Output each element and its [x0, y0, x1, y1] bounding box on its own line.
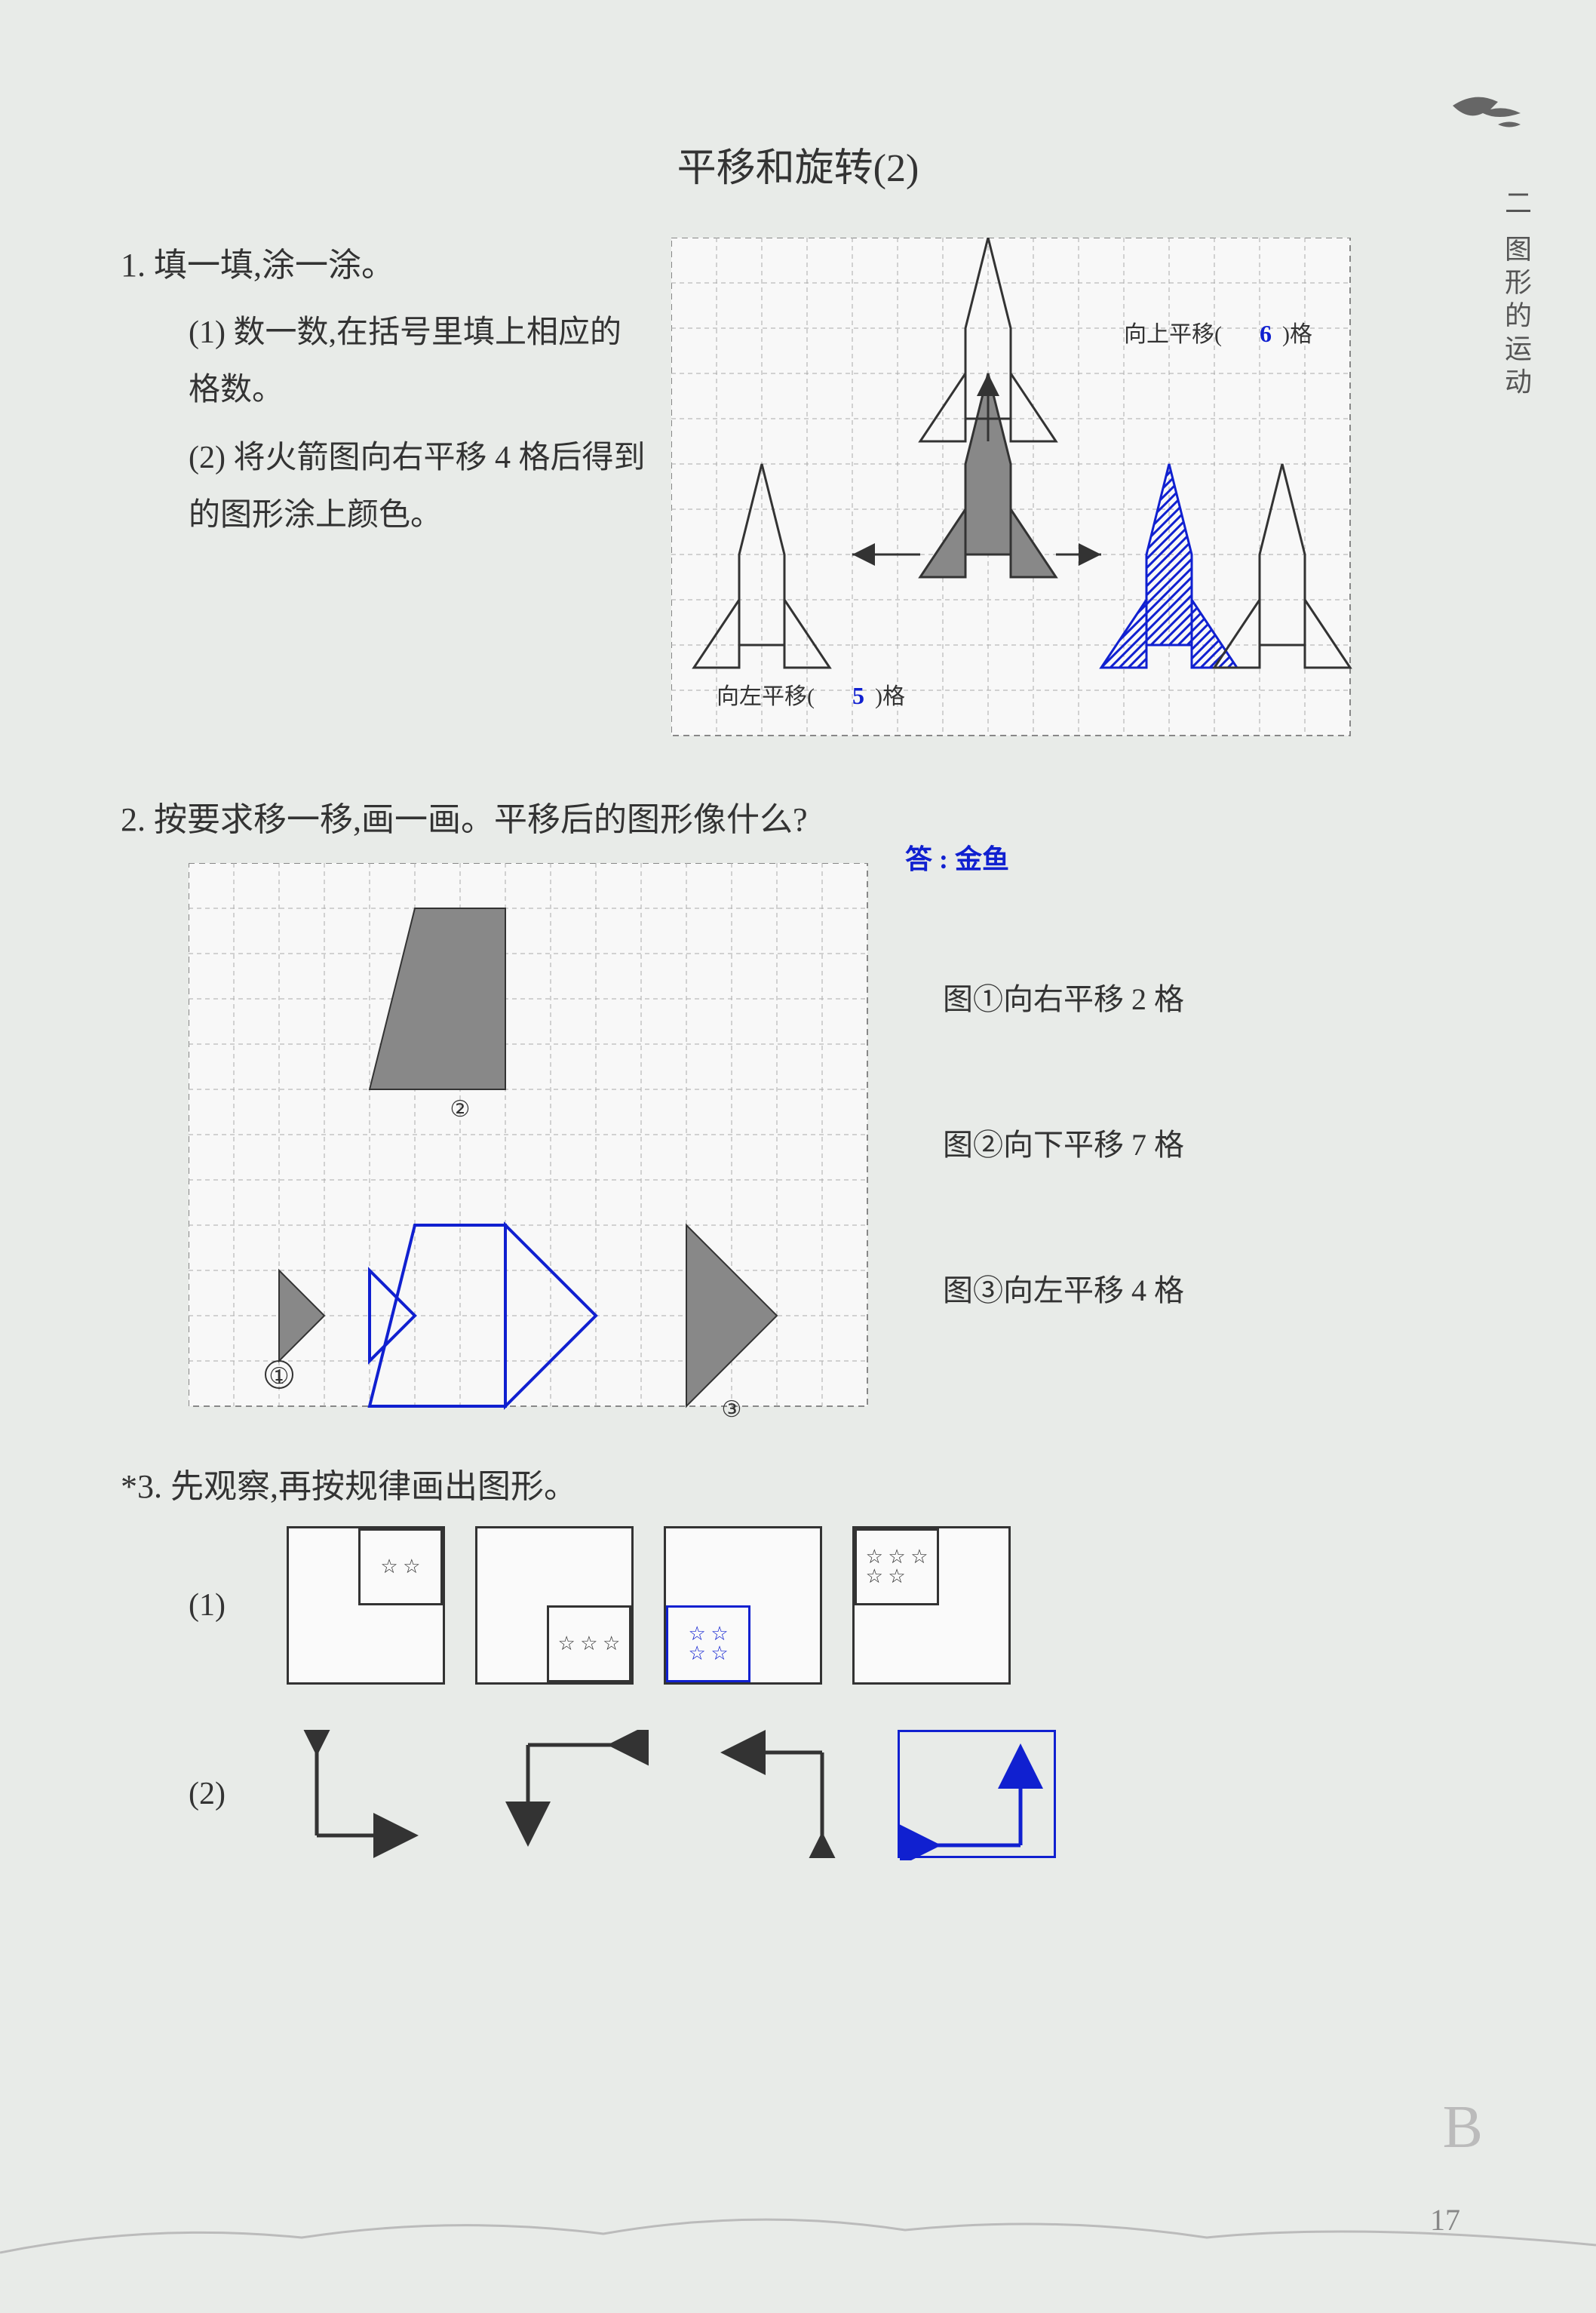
problem-1: 1. 填一填,涂一涂。 (1) 数一数,在括号里填上相应的格数。 (2) 将火箭… — [121, 238, 1475, 754]
svg-text:向左平移(: 向左平移( — [717, 684, 815, 709]
pattern-box-1: ☆ ☆ — [287, 1526, 445, 1685]
problem-3-row-1: (1) ☆ ☆☆ ☆ ☆☆ ☆☆ ☆☆ ☆ ☆☆ ☆ — [189, 1526, 1475, 1685]
row-2-label: (2) — [189, 1776, 256, 1812]
instruction-2: 图②向下平移 7 格 — [943, 1120, 1184, 1164]
pattern-box-3: ☆ ☆☆ ☆ — [664, 1526, 822, 1685]
problem-2-instructions: 图①向右平移 2 格 图②向下平移 7 格 图③向左平移 4 格 — [943, 863, 1184, 1421]
logo-letter: B — [1443, 2093, 1483, 2162]
fish-grid-svg: 1①②③ — [189, 863, 882, 1421]
instruction-1: 图①向右平移 2 格 — [943, 975, 1184, 1018]
svg-text:6: 6 — [1260, 320, 1272, 347]
instruction-3: 图③向左平移 4 格 — [943, 1266, 1184, 1310]
svg-text:③: ③ — [722, 1397, 742, 1421]
problem-2: 2. 按要求移一移,画一画。平移后的图形像什么? 答 : 金鱼 1①②③ 图①向… — [121, 792, 1475, 1421]
sidebar-chapter-label: 二 图形的运动 — [1496, 189, 1536, 401]
arrow-box-1 — [287, 1730, 445, 1858]
arrow-box-4 — [898, 1730, 1056, 1858]
row-1-label: (1) — [189, 1587, 256, 1623]
problem-3-header: *3. 先观察,再按规律画出图形。 — [121, 1459, 1475, 1507]
arrow-box-3 — [694, 1730, 852, 1858]
problem-2-answer: 答 : 金鱼 — [905, 837, 1009, 877]
problem-3-row-2: (2) — [189, 1730, 1475, 1858]
svg-text:①: ① — [269, 1364, 290, 1389]
svg-text:)格: )格 — [1282, 322, 1312, 347]
pattern-box-2: ☆ ☆ ☆ — [475, 1526, 634, 1685]
svg-text:5: 5 — [852, 682, 864, 709]
pattern-box-4: ☆ ☆ ☆☆ ☆ — [852, 1526, 1011, 1685]
svg-text:②: ② — [450, 1097, 471, 1122]
arrow-box-2 — [490, 1730, 649, 1858]
problem-2-header: 2. 按要求移一移,画一画。平移后的图形像什么? — [121, 792, 1475, 840]
svg-text:向上平移(: 向上平移( — [1124, 322, 1222, 347]
svg-text:)格: )格 — [875, 684, 905, 709]
page-title: 平移和旋转(2) — [121, 136, 1475, 192]
problem-1-diagram: 向上平移(6)格向左平移(5)格 — [671, 238, 1475, 754]
cloud-decoration-icon — [0, 2177, 1596, 2268]
bird-decoration-icon — [1445, 83, 1536, 143]
problem-1-sub-2: (2) 将火箭图向右平移 4 格后得到的图形涂上颜色。 — [189, 430, 649, 544]
problem-3: *3. 先观察,再按规律画出图形。 (1) ☆ ☆☆ ☆ ☆☆ ☆☆ ☆☆ ☆ … — [121, 1459, 1475, 1858]
rocket-grid-svg: 向上平移(6)格向左平移(5)格 — [671, 238, 1365, 751]
problem-1-sub-1: (1) 数一数,在括号里填上相应的格数。 — [189, 305, 649, 419]
problem-1-header: 1. 填一填,涂一涂。 — [121, 238, 649, 286]
